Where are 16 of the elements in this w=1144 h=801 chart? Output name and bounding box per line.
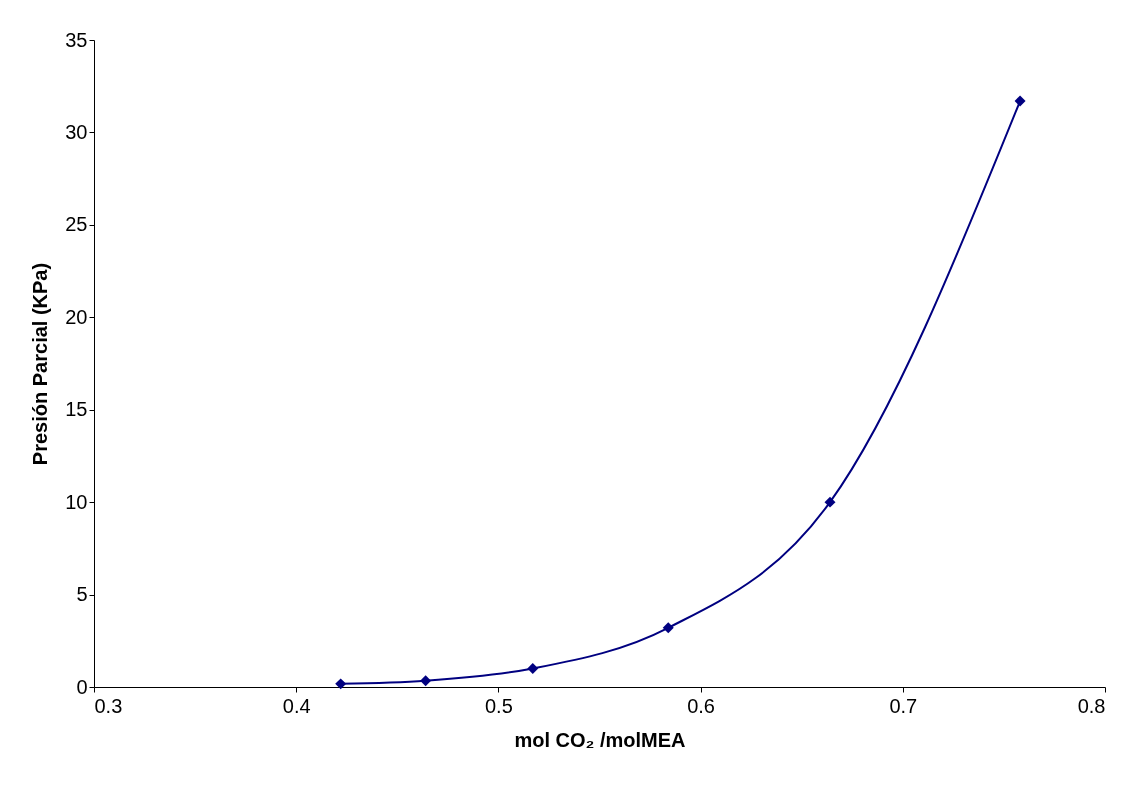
y-tick-label: 0 <box>76 675 88 698</box>
y-tick-label: 10 <box>65 490 88 513</box>
y-tick-label: 25 <box>65 213 88 236</box>
y-tick-label: 30 <box>65 120 88 143</box>
x-tick-label: 0.7 <box>889 694 918 717</box>
x-tick-label: 0.4 <box>282 694 311 717</box>
x-axis-title: mol CO₂ /molMEA <box>514 728 686 751</box>
x-tick-label: 0.8 <box>1077 694 1106 717</box>
x-tick-label: 0.3 <box>94 694 123 717</box>
y-axis-title: Presión Parcial (KPa) <box>29 262 52 466</box>
y-tick-label: 15 <box>65 398 88 421</box>
y-tick-label: 20 <box>65 305 88 328</box>
x-tick-label: 0.6 <box>687 694 716 717</box>
y-tick-label: 35 <box>65 28 88 51</box>
x-tick-label: 0.5 <box>484 694 513 717</box>
y-tick-label: 5 <box>76 583 88 606</box>
